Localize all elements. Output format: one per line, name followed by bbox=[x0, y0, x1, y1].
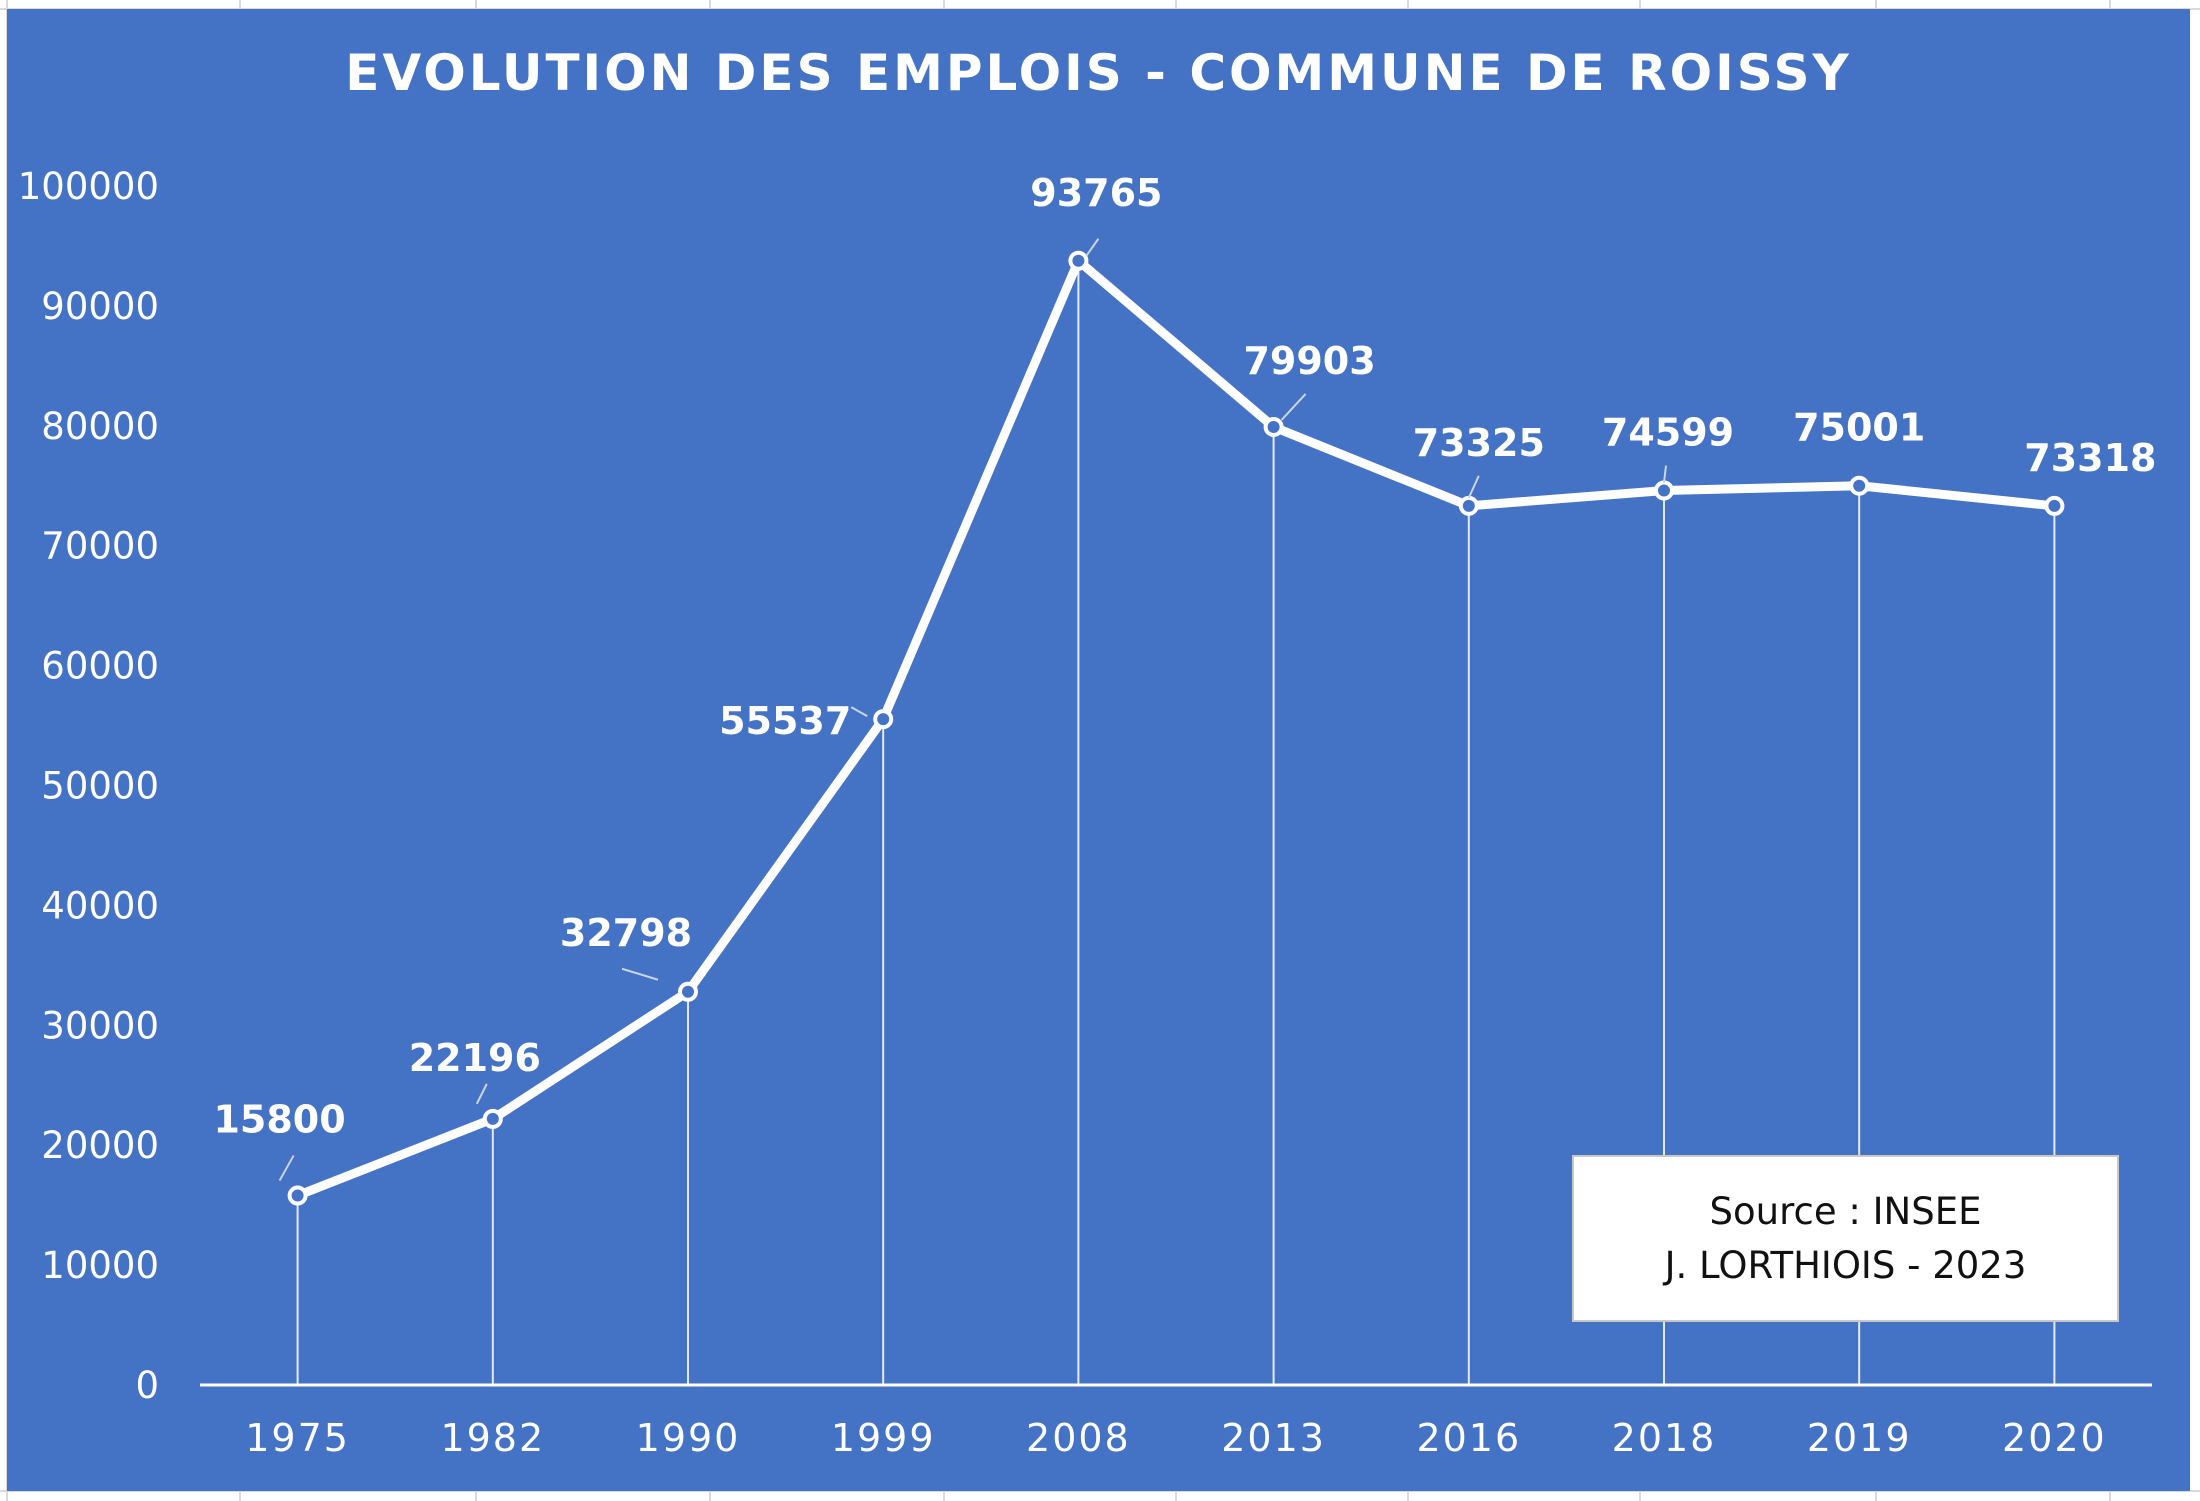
y-tick-label: 60000 bbox=[41, 645, 159, 688]
y-tick-label: 30000 bbox=[41, 1004, 159, 1047]
author-line: J. LORTHIOIS - 2023 bbox=[1664, 1243, 2027, 1287]
data-label-leader bbox=[278, 1155, 295, 1182]
data-point bbox=[678, 981, 698, 1002]
data-label-leader bbox=[475, 1083, 488, 1105]
series-line bbox=[293, 256, 2059, 1201]
y-tick-label: 80000 bbox=[41, 405, 159, 448]
x-tick-label: 2008 bbox=[1026, 1416, 1131, 1460]
line-chart: 0 10000 20000 30000 40000 50000 60000 70000 8000… bbox=[18, 165, 2157, 1460]
y-tick-label: 90000 bbox=[41, 285, 159, 328]
chart-area[interactable]: 0 10000 20000 30000 40000 50000 60000 70000 8000… bbox=[7, 9, 2190, 1491]
x-tick-label: 2013 bbox=[1221, 1416, 1326, 1460]
x-tick-label: 2018 bbox=[1612, 1416, 1717, 1460]
x-tick-label: 1975 bbox=[245, 1416, 350, 1460]
x-tick-label: 2020 bbox=[2002, 1416, 2107, 1460]
y-tick-label: 10000 bbox=[41, 1244, 159, 1287]
data-point bbox=[873, 709, 894, 730]
data-point bbox=[1068, 250, 1089, 271]
x-tick-label: 1990 bbox=[636, 1416, 741, 1460]
data-label: 32798 bbox=[560, 911, 692, 955]
y-tick-label: 40000 bbox=[41, 884, 159, 927]
data-point bbox=[1458, 495, 1479, 516]
y-tick-label: 50000 bbox=[41, 765, 159, 808]
data-label-leader bbox=[1280, 393, 1307, 421]
data-point bbox=[287, 1185, 308, 1206]
data-label-leader bbox=[1467, 475, 1480, 499]
data-label-leader bbox=[850, 706, 868, 717]
data-point bbox=[2044, 495, 2065, 516]
data-label: 75001 bbox=[1793, 406, 1925, 450]
x-tick-label: 2019 bbox=[1807, 1416, 1912, 1460]
data-point bbox=[1263, 416, 1284, 437]
source-textbox[interactable]: Source : INSEE J. LORTHIOIS - 2023 bbox=[1572, 1155, 2119, 1322]
chart-title: EVOLUTION DES EMPLOIS - COMMUNE DE ROISS… bbox=[345, 44, 1852, 102]
data-label-leader bbox=[1085, 238, 1100, 257]
data-label: 55537 bbox=[719, 699, 851, 743]
data-point bbox=[482, 1108, 503, 1129]
data-label: 15800 bbox=[213, 1098, 345, 1142]
y-tick-label: 0 bbox=[135, 1364, 159, 1407]
data-label: 93765 bbox=[1030, 171, 1162, 215]
x-tick-label: 1982 bbox=[440, 1416, 545, 1460]
data-label: 79903 bbox=[1243, 339, 1375, 383]
y-tick-label: 70000 bbox=[41, 525, 159, 568]
data-label: 73325 bbox=[1413, 421, 1545, 465]
data-label: 74599 bbox=[1602, 411, 1734, 455]
data-point bbox=[1654, 480, 1674, 501]
y-tick-label: 20000 bbox=[41, 1124, 159, 1167]
data-label: 22196 bbox=[409, 1036, 541, 1080]
source-line: Source : INSEE bbox=[1709, 1189, 1982, 1233]
data-label-leader bbox=[621, 967, 659, 981]
x-tick-label: 2016 bbox=[1416, 1416, 1521, 1460]
data-point bbox=[1849, 475, 1870, 496]
data-label-leader bbox=[1663, 465, 1667, 483]
x-tick-label: 1999 bbox=[831, 1416, 936, 1460]
data-label: 73318 bbox=[2024, 436, 2156, 480]
y-tick-label: 100000 bbox=[18, 165, 159, 208]
